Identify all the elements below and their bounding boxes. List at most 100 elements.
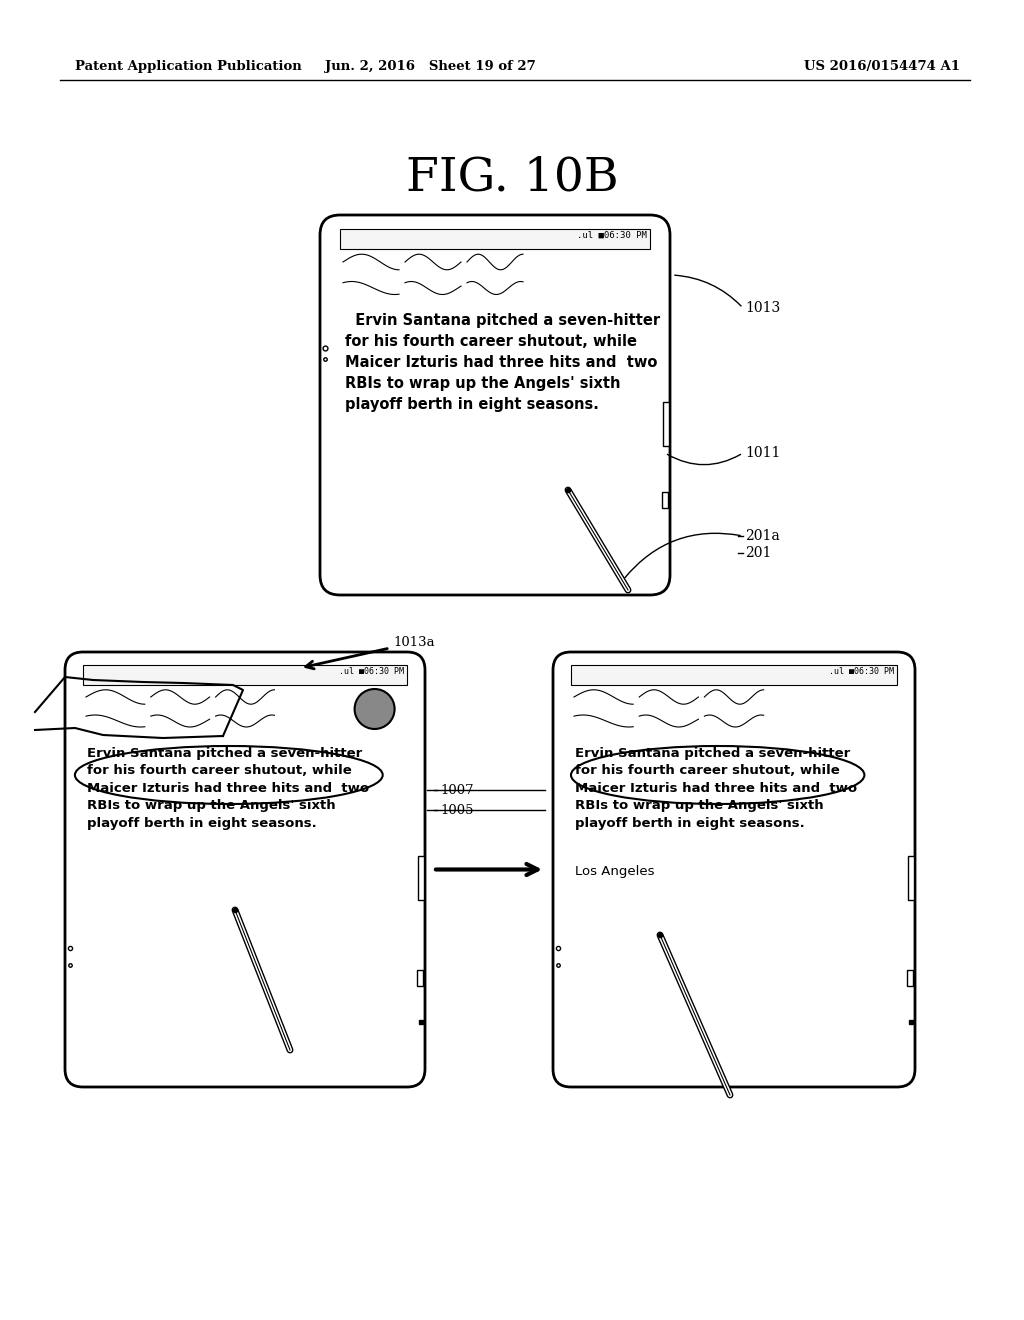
Bar [834,718,895,725]
Bar [344,702,406,709]
Bar [528,293,586,301]
Bar [769,726,829,733]
Text: 201a: 201a [745,529,779,543]
Text: 201: 201 [745,546,771,560]
Bar [834,710,895,717]
Bar [528,259,586,267]
Text: US 2016/0154474 A1: US 2016/0154474 A1 [804,59,961,73]
Bar [402,249,464,275]
Bar [590,249,648,257]
Bar [834,726,895,733]
Bar [590,276,648,284]
Bar [528,285,586,292]
Text: Los Angeles: Los Angeles [575,865,654,878]
Bar [769,710,829,717]
Bar [636,685,701,709]
Bar [278,685,342,709]
Bar [344,718,406,725]
Bar [340,249,650,301]
FancyBboxPatch shape [319,215,670,595]
Bar [344,686,406,693]
Bar [344,726,406,733]
Bar [526,249,588,275]
Bar [834,702,895,709]
Bar [834,694,895,701]
Text: .ul ■06:30 PM: .ul ■06:30 PM [578,231,647,240]
Bar [590,285,648,292]
Bar [278,709,342,733]
Bar [526,275,588,301]
Bar [590,267,648,275]
Text: .ul ■06:30 PM: .ul ■06:30 PM [829,667,894,676]
Bar [340,249,402,275]
Bar [280,710,340,717]
Text: Ervin Santana pitched a seven-hitter
for his fourth career shutout, while
Maicer: Ervin Santana pitched a seven-hitter for… [345,313,660,412]
Bar [344,694,406,701]
Text: Jun. 2, 2016   Sheet 19 of 27: Jun. 2, 2016 Sheet 19 of 27 [325,59,536,73]
Bar [571,709,636,733]
Bar [590,293,648,301]
FancyBboxPatch shape [65,652,425,1086]
Bar [588,275,650,301]
Bar [636,709,701,733]
Text: Ervin Santana pitched a seven-hitter
for his fourth career shutout, while
Maicer: Ervin Santana pitched a seven-hitter for… [575,747,857,830]
Bar [588,249,650,275]
Bar [769,702,829,709]
Bar [83,685,407,733]
Bar [907,970,913,986]
Bar [464,249,526,275]
Text: FIG. 10B: FIG. 10B [406,154,618,201]
Bar [908,857,914,900]
Bar [769,718,829,725]
Bar [147,709,213,733]
Bar [590,259,648,267]
Bar [662,492,668,508]
Bar [344,710,406,717]
Bar [701,685,767,709]
Bar [402,275,464,301]
Bar [342,709,407,733]
Bar [528,267,586,275]
Bar [663,403,669,446]
Bar [213,709,278,733]
Bar [280,702,340,709]
Text: Ervin Santana pitched a seven-hitter
for his fourth career shutout, while
Maicer: Ervin Santana pitched a seven-hitter for… [87,747,369,830]
Bar [342,685,407,709]
Bar [767,685,831,709]
Text: .ul ■06:30 PM: .ul ■06:30 PM [339,667,404,676]
Bar [571,665,897,685]
Bar [83,665,407,685]
Bar [831,709,897,733]
Bar [83,709,147,733]
Bar [280,718,340,725]
Bar [340,275,402,301]
Bar [528,249,586,257]
Text: 1013: 1013 [745,301,780,315]
Bar [213,685,278,709]
Bar [834,686,895,693]
Bar [528,276,586,284]
Circle shape [354,689,394,729]
Bar [280,726,340,733]
Bar [769,694,829,701]
Bar [571,685,897,733]
Bar [418,857,424,900]
Bar [340,228,650,249]
Bar [280,686,340,693]
Bar [571,685,636,709]
Bar [464,275,526,301]
Bar [769,686,829,693]
Bar [83,685,147,709]
FancyBboxPatch shape [553,652,915,1086]
Bar [280,694,340,701]
Text: 1011: 1011 [745,446,780,459]
Bar [767,709,831,733]
Text: 1005: 1005 [440,804,473,817]
Text: 1007: 1007 [440,784,474,796]
Text: Patent Application Publication: Patent Application Publication [75,59,302,73]
Bar [417,970,423,986]
Bar [147,685,213,709]
Bar [701,709,767,733]
Text: 1013a: 1013a [393,636,434,649]
Bar [831,685,897,709]
